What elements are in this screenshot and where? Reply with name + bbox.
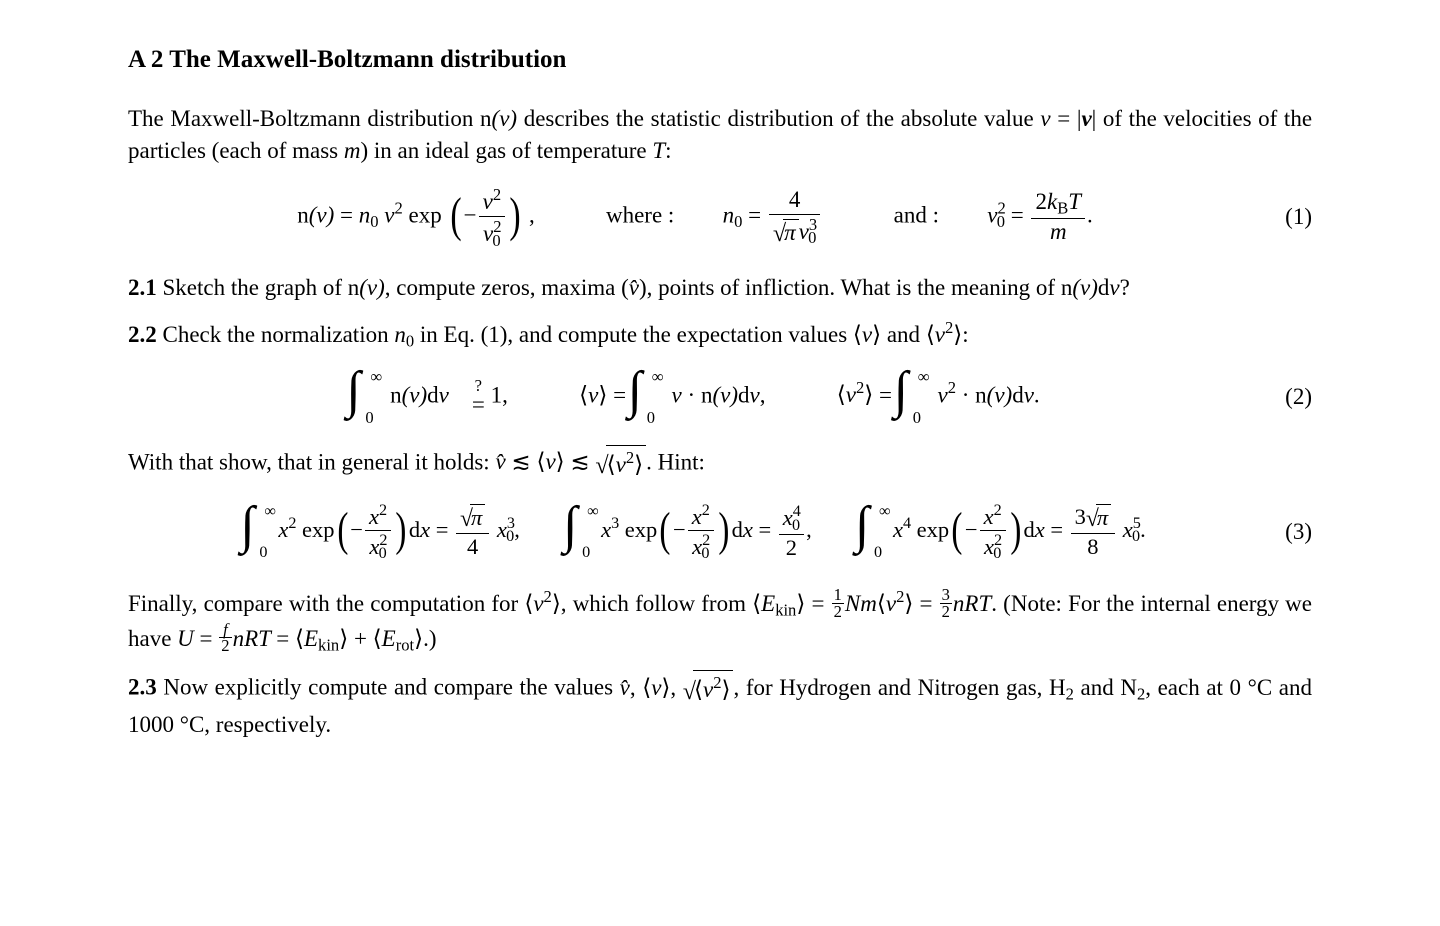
integral-icon: ∫∞0: [898, 371, 932, 423]
equation-1: n(v) = n0 v2 exp (− v2 v20 ) , where : n…: [128, 185, 1312, 249]
equation-1-number: (1): [1262, 201, 1312, 233]
problem-number: 2.3: [128, 675, 157, 700]
problem-2-3: 2.3 Now explicitly compute and compare t…: [128, 670, 1312, 740]
integral-icon: ∫∞0: [350, 371, 384, 423]
math-ev: ⟨v⟩: [853, 322, 881, 347]
equation-2-number: (2): [1262, 381, 1312, 413]
math-T: T: [652, 138, 665, 163]
text: :: [665, 138, 671, 163]
text: Now explicitly compute and compare the v…: [157, 675, 620, 700]
label-and: and :: [894, 203, 939, 228]
problem-number: 2.2: [128, 322, 157, 347]
text: . Hint:: [646, 449, 705, 474]
math-vhat: v̂: [629, 275, 639, 300]
text: in Eq. (1), and compute the expectation …: [414, 322, 853, 347]
hint-paragraph: With that show, that in general it holds…: [128, 445, 1312, 483]
math-nv: n(v): [348, 275, 385, 300]
text: 1,: [491, 382, 508, 407]
text: ?: [1120, 275, 1130, 300]
text: Check the normalization: [157, 322, 395, 347]
equation-3: ∫∞0 x2 exp(− x2 x20 )dx = √π 4 x30, ∫∞0 …: [128, 501, 1312, 563]
math-ekin: ⟨Ekin⟩ = 12Nm⟨v2⟩ = 32nRT: [752, 591, 991, 616]
problem-2-2: 2.2 Check the normalization n0 in Eq. (1…: [128, 316, 1312, 353]
math-vdef: v = |v|: [1040, 106, 1096, 131]
problem-2-1: 2.1 Sketch the graph of n(v), compute ze…: [128, 272, 1312, 304]
text: :: [962, 322, 968, 347]
text: ), points of infliction. What is the mea…: [639, 275, 1061, 300]
integral-icon: ∫∞0: [632, 371, 666, 423]
question-equals: ? =: [472, 378, 485, 416]
text: The Maxwell-Boltzmann distribution: [128, 106, 480, 131]
equation-3-body: ∫∞0 x2 exp(− x2 x20 )dx = √π 4 x30, ∫∞0 …: [128, 501, 1262, 563]
math-n0: n0: [394, 322, 414, 347]
page: A 2 The Maxwell-Boltzmann distribution T…: [0, 0, 1440, 926]
section-heading: A 2 The Maxwell-Boltzmann distribution: [128, 42, 1312, 77]
text: describes the statistic distribution of …: [517, 106, 1040, 131]
integral-icon: ∫∞0: [567, 506, 601, 558]
equation-1-body: n(v) = n0 v2 exp (− v2 v20 ) , where : n…: [128, 185, 1262, 249]
text: Sketch the graph of: [157, 275, 348, 300]
text: With that show, that in general it holds…: [128, 449, 495, 474]
intro-paragraph: The Maxwell-Boltzmann distribution n(v) …: [128, 103, 1312, 167]
text: , which follow from: [561, 591, 752, 616]
math-nv: n(v): [480, 106, 517, 131]
math-ev2: ⟨v2⟩: [926, 322, 962, 347]
math-U: U = f2nRT = ⟨Ekin⟩ + ⟨Erot⟩: [177, 626, 423, 651]
integral-icon: ∫∞0: [244, 506, 278, 558]
math-inequality: v̂ ≲ ⟨v⟩ ≲ √⟨v2⟩: [495, 449, 646, 474]
equation-3-number: (3): [1262, 516, 1312, 548]
equation-2-body: ∫∞0 n(v)dv ? = 1, ⟨v⟩ = ∫∞0 v · n(v)dv, …: [128, 371, 1262, 423]
math-nvdv: n(v)dv: [1061, 275, 1120, 300]
text: Finally, compare with the computation fo…: [128, 591, 524, 616]
problem-number: 2.1: [128, 275, 157, 300]
integral-icon: ∫∞0: [859, 506, 893, 558]
math-ev2: ⟨v2⟩: [524, 591, 560, 616]
text: .): [423, 626, 436, 651]
math-values: v̂, ⟨v⟩, √⟨v2⟩: [620, 675, 734, 700]
finally-paragraph: Finally, compare with the computation fo…: [128, 585, 1312, 657]
text: , compute zeros, maxima (: [385, 275, 629, 300]
math-m: m: [344, 138, 361, 163]
label-where: where :: [606, 203, 674, 228]
equation-2: ∫∞0 n(v)dv ? = 1, ⟨v⟩ = ∫∞0 v · n(v)dv, …: [128, 371, 1312, 423]
text: and: [881, 322, 926, 347]
text: ) in an ideal gas of temperature: [360, 138, 652, 163]
